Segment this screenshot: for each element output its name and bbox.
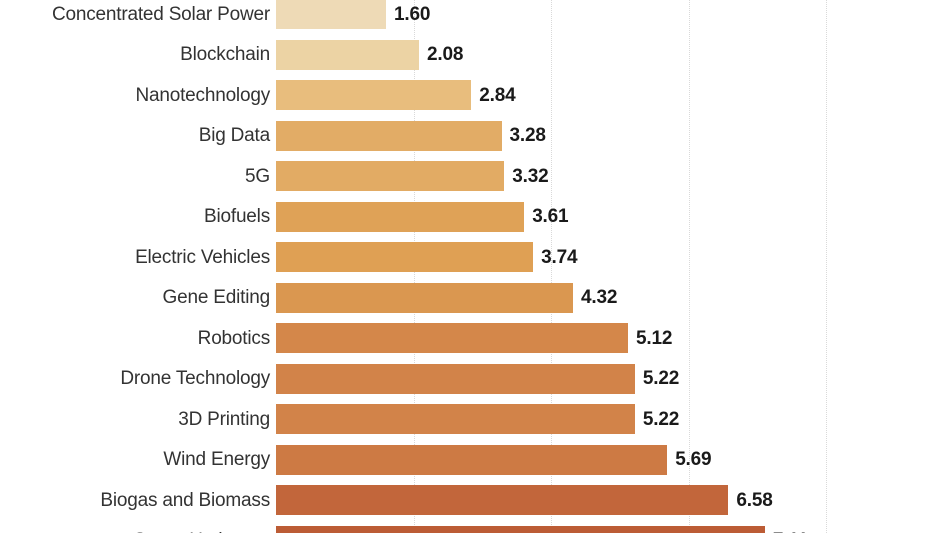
- bar-value-label: 7.11: [773, 531, 808, 533]
- bar-row[interactable]: 3D Printing 5.22: [0, 399, 950, 440]
- bar[interactable]: [276, 242, 534, 273]
- bar-row[interactable]: Electric Vehicles 3.74: [0, 237, 950, 278]
- bar[interactable]: [276, 444, 668, 475]
- category-label: Wind Energy: [163, 449, 270, 471]
- bar-value-label: 3.28: [509, 125, 546, 147]
- category-label: Robotics: [197, 327, 271, 349]
- category-label: 5G: [245, 165, 270, 187]
- bar-row[interactable]: Wind Energy 5.69: [0, 440, 950, 481]
- bar-row[interactable]: Biofuels 3.61: [0, 197, 950, 238]
- bar-value-label: 1.60: [394, 3, 431, 25]
- bar-value-label: 5.22: [642, 408, 680, 430]
- bar[interactable]: [276, 80, 472, 111]
- category-label: Nanotechnology: [135, 84, 270, 106]
- bar[interactable]: [276, 282, 573, 313]
- bar-value-label: 5.12: [636, 327, 673, 349]
- category-label: Biogas and Biomass: [100, 489, 270, 511]
- bar-row[interactable]: Green Hydrogen 7.11: [0, 521, 950, 533]
- bar-row[interactable]: Concentrated Solar Power 1.60: [0, 0, 950, 35]
- bar[interactable]: [276, 161, 505, 192]
- category-label: Drone Technology: [120, 368, 270, 390]
- bar-value-label: 6.58: [736, 489, 773, 511]
- category-label: Green Hydrogen: [0, 531, 270, 533]
- bar-row[interactable]: Nanotechnology 2.84: [0, 75, 950, 116]
- category-label: Big Data: [198, 125, 270, 147]
- bar-row[interactable]: Gene Editing 4.32: [0, 278, 950, 319]
- bar[interactable]: [276, 525, 765, 533]
- bar-row[interactable]: Robotics 5.12: [0, 318, 950, 359]
- bar-row[interactable]: Drone Technology 5.22: [0, 359, 950, 400]
- bar[interactable]: [276, 363, 635, 394]
- bar-value-label: 4.32: [581, 287, 618, 309]
- bar-row[interactable]: Big Data 3.28: [0, 116, 950, 157]
- bar[interactable]: [276, 39, 419, 70]
- bar-value-label: 5.69: [675, 449, 712, 471]
- category-label: Biofuels: [204, 206, 270, 228]
- category-label: Blockchain: [180, 44, 270, 66]
- category-label: 3D Printing: [178, 408, 270, 430]
- bar-row[interactable]: 5G 3.32: [0, 156, 950, 197]
- bar[interactable]: [276, 323, 628, 354]
- bar[interactable]: [276, 0, 386, 30]
- bar[interactable]: [276, 404, 635, 435]
- category-label: Gene Editing: [162, 287, 271, 309]
- bar-value-label: 3.61: [532, 206, 569, 228]
- bar[interactable]: [276, 201, 525, 232]
- bar-value-label: 5.22: [642, 368, 680, 390]
- bar-value-label: 2.84: [479, 84, 516, 106]
- bar-value-label: 3.32: [512, 165, 549, 187]
- bar-row[interactable]: Biogas and Biomass 6.58: [0, 480, 950, 521]
- bar-row[interactable]: Blockchain 2.08: [0, 35, 950, 76]
- bar-value-label: 2.08: [427, 44, 464, 66]
- bar-value-label: 3.74: [541, 246, 578, 268]
- bar[interactable]: [276, 120, 502, 151]
- category-label: Electric Vehicles: [135, 246, 270, 268]
- bar[interactable]: [276, 485, 729, 516]
- category-label: Concentrated Solar Power: [51, 3, 270, 25]
